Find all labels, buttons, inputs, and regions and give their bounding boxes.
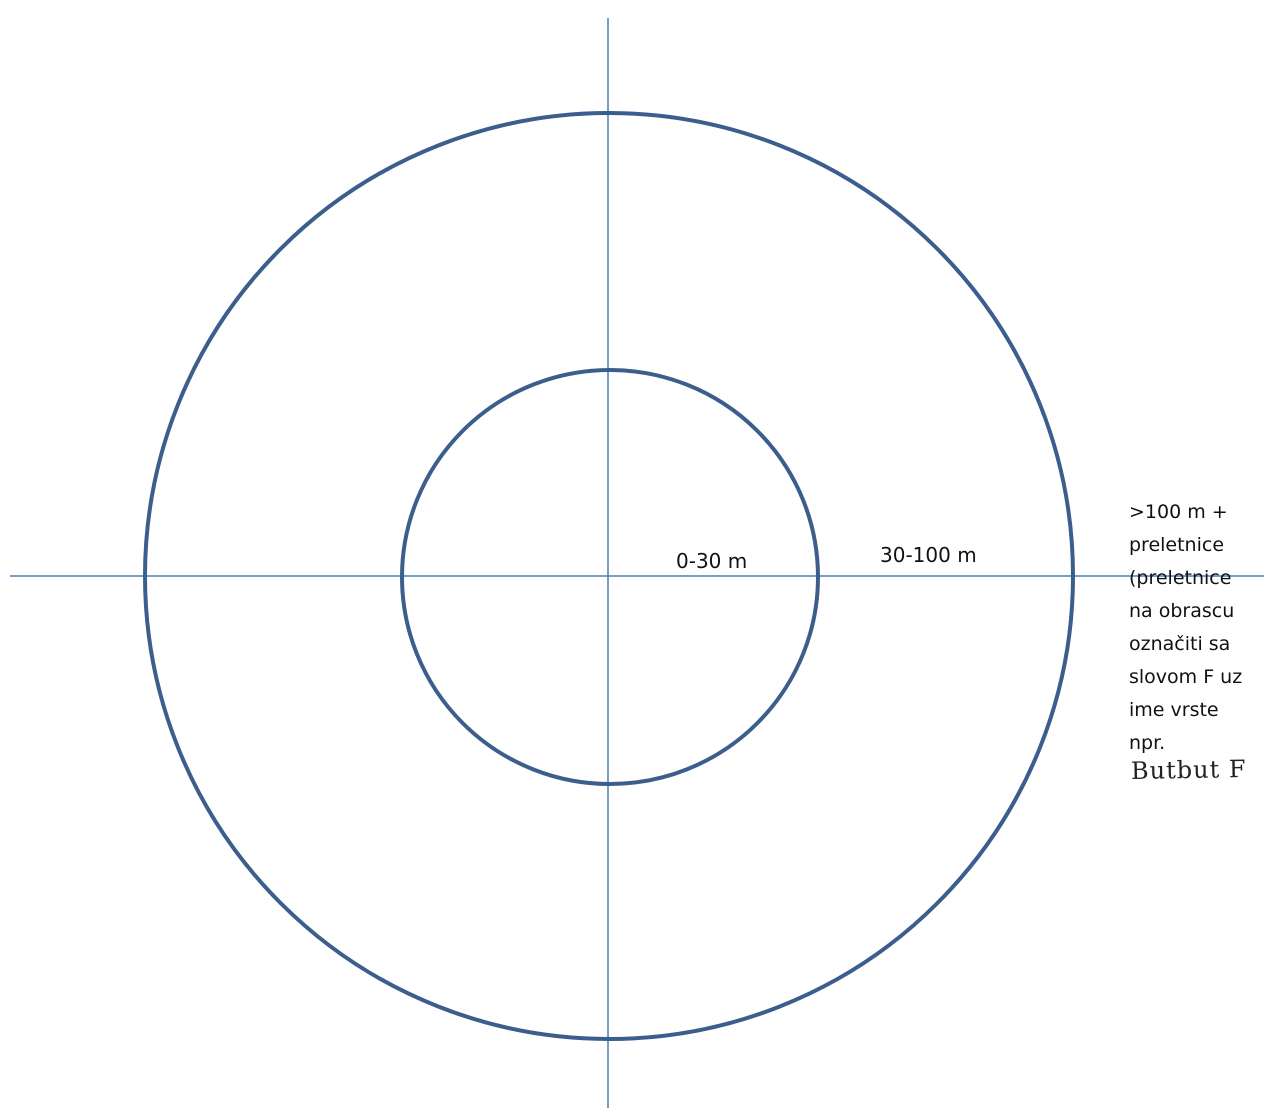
middle-zone-label: 30-100 m [880,543,977,567]
inner-zone-label: 0-30 m [676,549,748,573]
outer-zone-note-line: slovom F uz [1129,666,1243,688]
outer-circle-30-100m [143,111,1075,1041]
outer-zone-note-line: označiti sa [1129,633,1231,655]
inner-circle-0-30m [400,368,820,786]
outer-zone-note-line: preletnice [1129,534,1225,556]
outer-zone-note-line: (preletnice [1129,567,1232,589]
outer-zone-note: >100 m + preletnice (preletnice na obras… [1129,496,1264,760]
outer-zone-note-line: >100 m + [1129,501,1228,523]
outer-zone-note-line: ime vrste [1129,699,1219,721]
outer-zone-note-line: npr. [1129,732,1166,754]
handwritten-example: Butbut F [1130,754,1247,786]
outer-zone-note-line: na obrascu [1129,600,1235,622]
